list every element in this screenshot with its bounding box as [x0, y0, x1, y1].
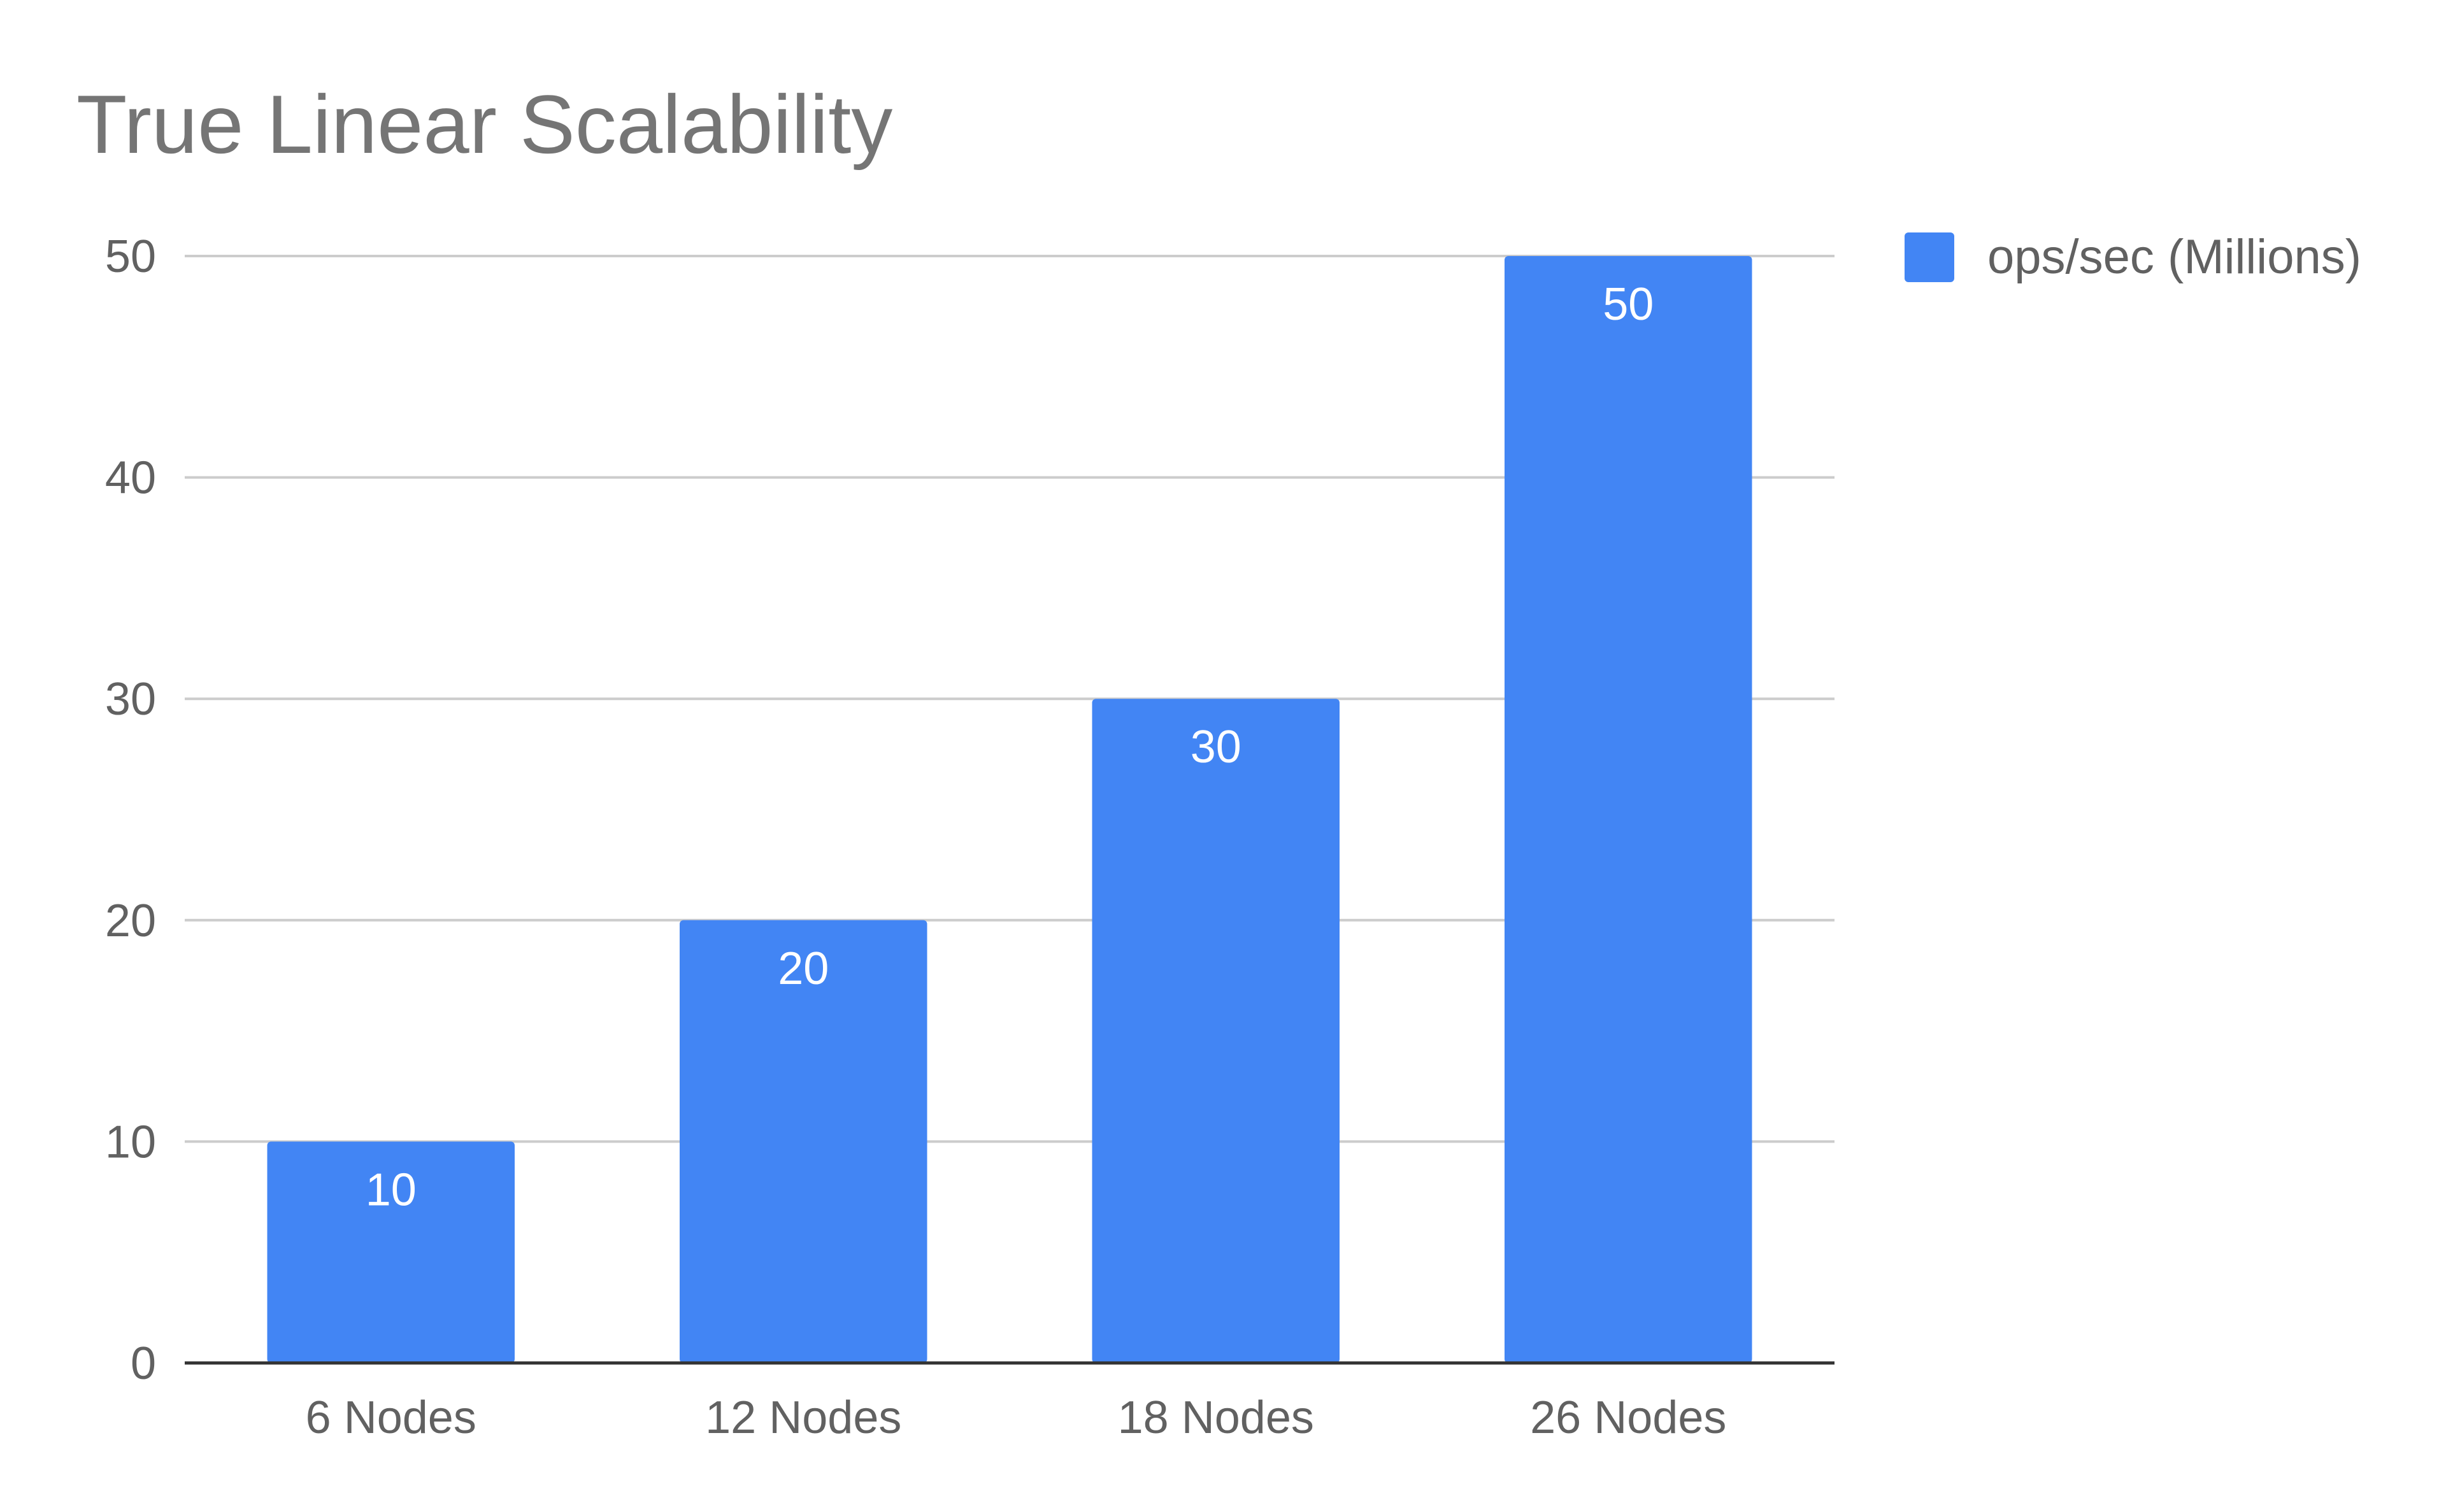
- bar-data-label: 10: [366, 1164, 417, 1215]
- legend: ops/sec (Millions): [1905, 229, 2361, 285]
- x-tick-label: 12 Nodes: [705, 1392, 901, 1443]
- legend-label: ops/sec (Millions): [1987, 230, 2362, 284]
- legend-swatch: [1905, 232, 1954, 282]
- y-tick-label: 0: [131, 1338, 156, 1389]
- y-tick-label: 30: [105, 674, 156, 725]
- x-tick-label: 6 Nodes: [306, 1392, 476, 1443]
- x-tick-label: 18 Nodes: [1118, 1392, 1314, 1443]
- y-tick-label: 40: [105, 453, 156, 504]
- y-tick-label: 20: [105, 895, 156, 946]
- y-tick-label: 10: [105, 1116, 156, 1167]
- labels: 0 10 20 30 40 50 10 6 Nodes 20 12 Nodes 30 18 Nodes…: [105, 231, 1726, 1443]
- bar-data-label: 20: [778, 943, 829, 994]
- bars: [267, 256, 1752, 1363]
- chart-title: True Linear Scalability: [76, 78, 893, 171]
- bar-data-label: 30: [1191, 722, 1241, 773]
- bar: [680, 920, 927, 1363]
- bar-data-label: 50: [1603, 279, 1654, 330]
- x-tick-label: 26 Nodes: [1530, 1392, 1726, 1443]
- bar: [1505, 256, 1752, 1363]
- bar: [267, 1141, 515, 1363]
- bar: [1092, 699, 1340, 1363]
- y-tick-label: 50: [105, 231, 156, 282]
